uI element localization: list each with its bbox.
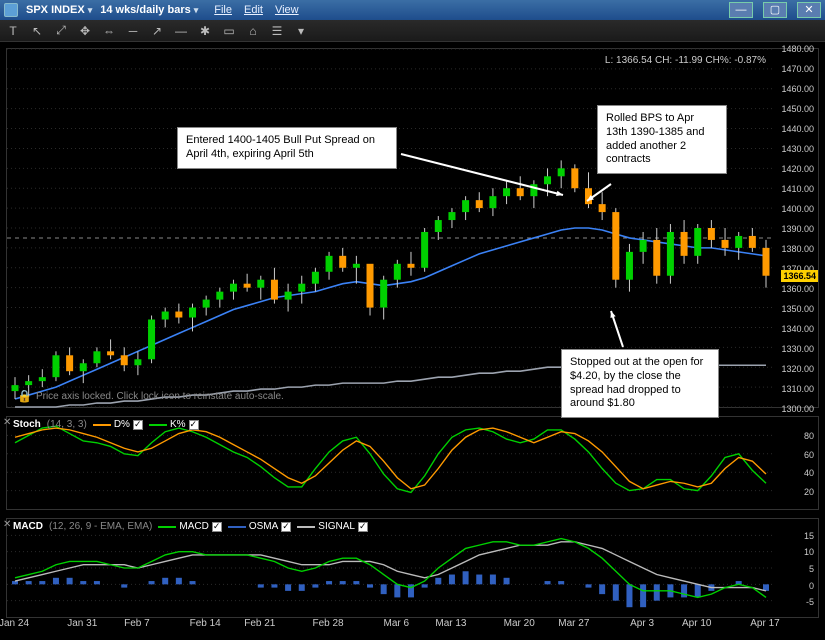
macd-y-axis: -5 0 5 10 15: [774, 519, 818, 617]
app-icon: [4, 3, 18, 17]
legend-SIGNAL[interactable]: SIGNAL: [297, 521, 368, 532]
tool-12[interactable]: ▾: [292, 22, 310, 40]
menu-edit[interactable]: Edit: [244, 4, 263, 16]
tool-7[interactable]: —: [172, 22, 190, 40]
macd-header: MACD (12, 26, 9 - EMA, EMA) MACD OSMA SIG…: [13, 521, 368, 532]
window-close-button[interactable]: ✕: [797, 2, 821, 18]
x-tick-label: Mar 27: [558, 618, 589, 629]
annotation-0: Entered 1400-1405 Bull Put Spread on Apr…: [177, 127, 397, 169]
stoch-ytick: 20: [804, 487, 814, 497]
tool-10[interactable]: ⌂: [244, 22, 262, 40]
stoch-y-axis: 20 40 60 80: [774, 417, 818, 509]
tool-6[interactable]: ↗: [148, 22, 166, 40]
checkbox-icon: [133, 420, 143, 430]
stoch-ytick: 60: [804, 450, 814, 460]
tool-2[interactable]: ⤢: [52, 22, 70, 40]
x-tick-label: Feb 7: [124, 618, 150, 629]
macd-ytick: 15: [804, 531, 814, 541]
timeframe-selector[interactable]: 14 wks/daily bars: [100, 4, 198, 16]
price-chart-panel: L: 1366.54 CH: -11.99 CH%: -0.87% 1300.0…: [6, 48, 819, 408]
stoch-ytick: 80: [804, 431, 814, 441]
x-tick-label: Feb 21: [244, 618, 275, 629]
checkbox-icon: [358, 522, 368, 532]
macd-panel: ✕ MACD (12, 26, 9 - EMA, EMA)MACD OSMA S…: [6, 518, 819, 618]
x-tick-label: Mar 20: [504, 618, 535, 629]
menu-file[interactable]: File: [214, 4, 232, 16]
x-tick-label: Apr 3: [630, 618, 654, 629]
checkbox-icon: [212, 522, 222, 532]
tool-3[interactable]: ✥: [76, 22, 94, 40]
tool-4[interactable]: ⇔: [100, 22, 118, 40]
checkbox-icon: [281, 522, 291, 532]
tool-11[interactable]: ☰: [268, 22, 286, 40]
checkbox-icon: [189, 420, 199, 430]
x-tick-label: Apr 17: [750, 618, 779, 629]
window-maximize-button[interactable]: ▢: [763, 2, 787, 18]
menu-bar: File Edit View: [214, 4, 298, 16]
x-tick-label: Mar 13: [435, 618, 466, 629]
macd-ytick: 0: [809, 581, 814, 591]
stochastic-panel: ✕ Stoch (14, 3, 3)D% K% 20406080: [6, 416, 819, 510]
legend-K%[interactable]: K%: [149, 419, 199, 430]
macd-ytick: 5: [809, 564, 814, 574]
macd-params: (12, 26, 9 - EMA, EMA): [49, 521, 152, 532]
tool-0[interactable]: T: [4, 22, 22, 40]
tool-9[interactable]: ▭: [220, 22, 238, 40]
stoch-ytick: 40: [804, 468, 814, 478]
legend-MACD[interactable]: MACD: [158, 521, 221, 532]
stoch-chart-area[interactable]: [7, 417, 774, 509]
symbol-selector[interactable]: SPX INDEX: [26, 4, 92, 16]
window-minimize-button[interactable]: —: [729, 2, 753, 18]
macd-ytick: 10: [804, 547, 814, 557]
legend-D%[interactable]: D%: [93, 419, 143, 430]
x-tick-label: Feb 14: [190, 618, 221, 629]
stoch-params: (14, 3, 3): [47, 419, 87, 430]
legend-OSMA[interactable]: OSMA: [228, 521, 291, 532]
annotation-2: Stopped out at the open for $4.20, by th…: [561, 349, 719, 418]
macd-chart-area[interactable]: [7, 519, 774, 617]
x-tick-label: Apr 10: [682, 618, 711, 629]
macd-title: MACD: [13, 521, 43, 532]
tool-1[interactable]: ↖: [28, 22, 46, 40]
menu-view[interactable]: View: [275, 4, 299, 16]
date-x-axis: Jan 24Jan 31Feb 7Feb 14Feb 21Feb 28Mar 6…: [6, 618, 819, 638]
x-tick-label: Mar 6: [384, 618, 410, 629]
window-titlebar: SPX INDEX 14 wks/daily bars File Edit Vi…: [0, 0, 825, 20]
stoch-title: Stoch: [13, 419, 41, 430]
annotation-1: Rolled BPS to Apr 13th 1390-1385 and add…: [597, 105, 727, 174]
chart-toolbar: T ↖ ⤢ ✥ ⇔ ─ ↗ — ✱ ▭ ⌂ ☰ ▾: [0, 20, 825, 42]
tool-5[interactable]: ─: [124, 22, 142, 40]
x-tick-label: Feb 28: [312, 618, 343, 629]
x-tick-label: Jan 24: [0, 618, 29, 629]
tool-8[interactable]: ✱: [196, 22, 214, 40]
stoch-header: Stoch (14, 3, 3) D% K%: [13, 419, 199, 430]
macd-ytick: -5: [806, 597, 814, 607]
x-tick-label: Jan 31: [67, 618, 97, 629]
